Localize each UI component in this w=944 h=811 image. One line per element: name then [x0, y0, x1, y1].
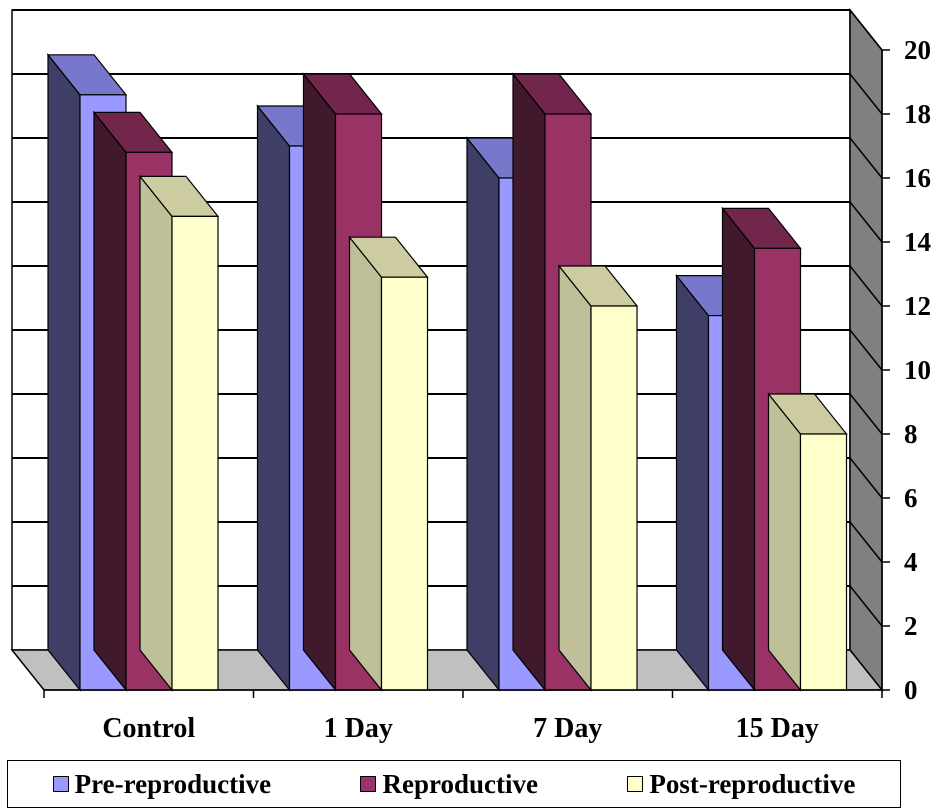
bars — [46, 53, 848, 692]
x-category-label: 1 Day — [324, 713, 393, 744]
legend-item-pre-reproductive: Pre-reproductive — [52, 768, 272, 800]
side-gridline — [849, 393, 883, 435]
bar-front — [380, 276, 429, 691]
side-gridline — [849, 265, 883, 307]
y-tick-label: 18 — [904, 99, 931, 129]
bar-post-reproductive-15-day — [767, 392, 848, 692]
bar-side — [47, 53, 81, 692]
x-axis-labels: Control 1 Day 7 Day 15 Day — [102, 713, 819, 744]
side-gridline — [849, 201, 883, 243]
legend-item-post-reproductive: Post-reproductive — [627, 769, 855, 800]
bar-post-reproductive-control — [138, 174, 220, 692]
side-gridline — [849, 137, 883, 179]
x-category-label: 15 Day — [736, 713, 819, 744]
bar-chart: 0 2 4 6 8 10 12 14 16 18 20 Control 1 Day 7 Day 15 Da… — [10, 7, 931, 744]
bar-side — [558, 264, 592, 692]
y-tick-label: 4 — [904, 547, 918, 577]
legend-swatch-post-reproductive — [627, 776, 644, 792]
bar-side — [675, 273, 710, 692]
legend-item-reproductive: Reproductive — [360, 769, 538, 800]
side-gridline — [849, 457, 883, 499]
y-tick-label: 0 — [904, 675, 918, 705]
y-tick-label: 12 — [904, 291, 931, 321]
legend-label: Pre-reproductive — [74, 768, 272, 799]
y-axis-ticks: 0 2 4 6 8 10 12 14 16 18 20 — [882, 35, 931, 705]
bar-side — [767, 392, 802, 692]
x-category-label: 7 Day — [533, 713, 602, 744]
y-tick-label: 16 — [904, 163, 931, 193]
bar-side — [139, 174, 173, 692]
y-tick-label: 14 — [904, 227, 931, 257]
side-gridline — [849, 585, 883, 627]
y-tick-label: 10 — [904, 355, 931, 385]
legend-label: Post-reproductive — [649, 768, 856, 799]
y-tick-label: 20 — [904, 35, 931, 65]
y-tick-label: 6 — [904, 483, 918, 513]
y-tick-label: 2 — [904, 611, 918, 641]
bar-front — [799, 433, 848, 691]
legend-swatch-pre-reproductive — [52, 776, 69, 792]
bar-front — [171, 215, 219, 691]
bar-side — [93, 110, 127, 692]
side-gridline — [849, 329, 883, 371]
side-gridline — [849, 73, 883, 115]
bar-front — [590, 305, 638, 691]
bar-post-reproductive-1-day — [348, 235, 429, 692]
x-category-label: Control — [102, 713, 195, 744]
legend-swatch-reproductive — [360, 776, 377, 792]
legend: Pre-reproductive Reproductive Post-repro… — [7, 760, 901, 808]
y-tick-label: 8 — [904, 419, 918, 449]
bar-side — [466, 136, 500, 692]
bar-side — [256, 104, 291, 692]
bar-side — [721, 206, 756, 692]
bar-side — [302, 72, 337, 692]
bar-side — [348, 235, 383, 692]
bar-post-reproductive-7-day — [557, 264, 639, 692]
bar-side — [512, 72, 546, 692]
side-gridline — [849, 521, 883, 563]
side-gridline — [849, 9, 883, 51]
legend-label: Reproductive — [382, 768, 538, 799]
